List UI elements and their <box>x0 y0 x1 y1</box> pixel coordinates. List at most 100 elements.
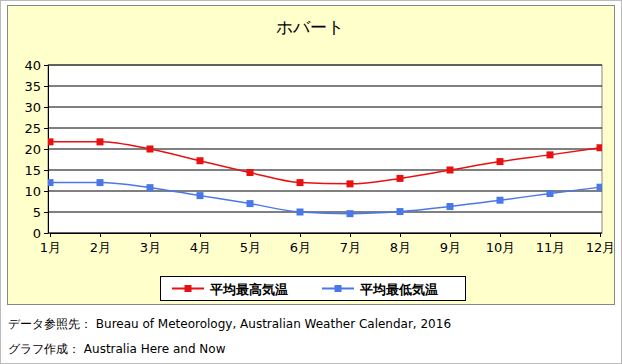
grid-line <box>48 233 602 234</box>
tick-mark <box>44 233 48 234</box>
marker <box>147 146 154 153</box>
marker <box>497 197 504 204</box>
annotation: データ参照先： Bureau of Meteorology, Australia… <box>8 317 451 331</box>
grid-line <box>48 107 602 108</box>
marks <box>48 138 602 217</box>
tick: 9月 <box>440 233 461 255</box>
tick-label: 3月 <box>140 240 161 255</box>
tick-label: 0 <box>33 226 41 241</box>
tick-label: 2月 <box>90 240 111 255</box>
legend-marker <box>185 285 192 292</box>
marker <box>547 190 554 197</box>
tick: 35 <box>24 79 48 94</box>
legend-label: 平均最高気温 <box>209 282 288 297</box>
tick-label: 12月 <box>586 240 616 255</box>
tick-mark <box>50 233 51 237</box>
chart: ホバート 0 5 10 15 20 25 30 35 40 1月 2月 3月 4月 5月 6月 7月 8月 9月 10… <box>0 0 622 364</box>
tick-mark <box>44 149 48 150</box>
series-line <box>50 183 600 214</box>
grid-line <box>48 128 602 129</box>
annotation: グラフ作成： Australia Here and Now <box>8 342 226 356</box>
tick: 40 <box>24 58 48 73</box>
tick-mark <box>300 233 301 237</box>
legend-label: 平均最低気温 <box>359 282 438 297</box>
tick: 7月 <box>340 233 361 255</box>
tick: 10 <box>24 184 48 199</box>
tick-label: 25 <box>24 121 41 136</box>
chart-area <box>8 6 615 305</box>
legend-marker <box>335 285 342 292</box>
tick-mark <box>44 107 48 108</box>
tick-mark <box>44 191 48 192</box>
tick-mark <box>44 128 48 129</box>
marker <box>597 184 603 191</box>
y-axis: 0 5 10 15 20 25 30 35 40 <box>24 58 48 241</box>
tick-mark <box>600 233 601 237</box>
grid <box>48 65 602 233</box>
tick-label: 5月 <box>240 240 261 255</box>
axis-line <box>48 66 49 234</box>
tick-label: 10月 <box>486 240 516 255</box>
grid-line <box>48 191 602 192</box>
tick-mark <box>550 233 551 237</box>
marker <box>97 138 104 145</box>
tick: 0 <box>33 226 48 241</box>
tick: 25 <box>24 121 48 136</box>
tick-label: 5 <box>33 205 41 220</box>
legend-box <box>161 277 466 301</box>
tick-label: 11月 <box>536 240 566 255</box>
marker <box>247 200 254 207</box>
marker <box>597 144 603 151</box>
marker <box>497 158 504 165</box>
marker <box>397 175 404 182</box>
marker <box>197 157 204 164</box>
tick: 12月 <box>586 233 616 255</box>
tick: 15 <box>24 163 48 178</box>
tick-mark <box>44 212 48 213</box>
tick-label: 20 <box>24 142 41 157</box>
tick: 10月 <box>486 233 516 255</box>
tick-label: 15 <box>24 163 41 178</box>
marker <box>97 179 104 186</box>
marker <box>147 184 154 191</box>
tick-mark <box>150 233 151 237</box>
title: ホバート <box>276 17 344 37</box>
tick-label: 35 <box>24 79 41 94</box>
tick: 1月 <box>40 233 61 255</box>
marker <box>197 192 204 199</box>
marker <box>347 180 354 187</box>
tick: 5 <box>33 205 48 220</box>
plot-area <box>48 65 602 233</box>
marker <box>247 169 254 176</box>
tick-mark <box>44 86 48 87</box>
legend: 平均最高気温 平均最低気温 <box>161 277 466 301</box>
marker <box>48 138 54 145</box>
tick-label: 10 <box>24 184 41 199</box>
tick: 20 <box>24 142 48 157</box>
tick-mark <box>44 65 48 66</box>
tick-label: 9月 <box>440 240 461 255</box>
tick-mark <box>250 233 251 237</box>
marker <box>447 167 454 174</box>
tick-mark <box>200 233 201 237</box>
marker <box>48 179 54 186</box>
marker <box>297 179 304 186</box>
tick-mark <box>400 233 401 237</box>
x-axis: 1月 2月 3月 4月 5月 6月 7月 8月 9月 10月 11月 12月 <box>40 233 615 255</box>
series-line <box>50 142 600 184</box>
grid-line <box>48 86 602 87</box>
tick-mark <box>450 233 451 237</box>
tick-label: 8月 <box>390 240 411 255</box>
marker <box>347 210 354 217</box>
grid-line <box>48 65 602 66</box>
tick: 8月 <box>390 233 411 255</box>
grid-line <box>48 170 602 171</box>
tick: 4月 <box>190 233 211 255</box>
marker <box>447 203 454 210</box>
marker <box>397 208 404 215</box>
tick-label: 30 <box>24 100 41 115</box>
tick: 6月 <box>290 233 311 255</box>
tick: 11月 <box>536 233 566 255</box>
tick: 30 <box>24 100 48 115</box>
marker <box>297 209 304 216</box>
